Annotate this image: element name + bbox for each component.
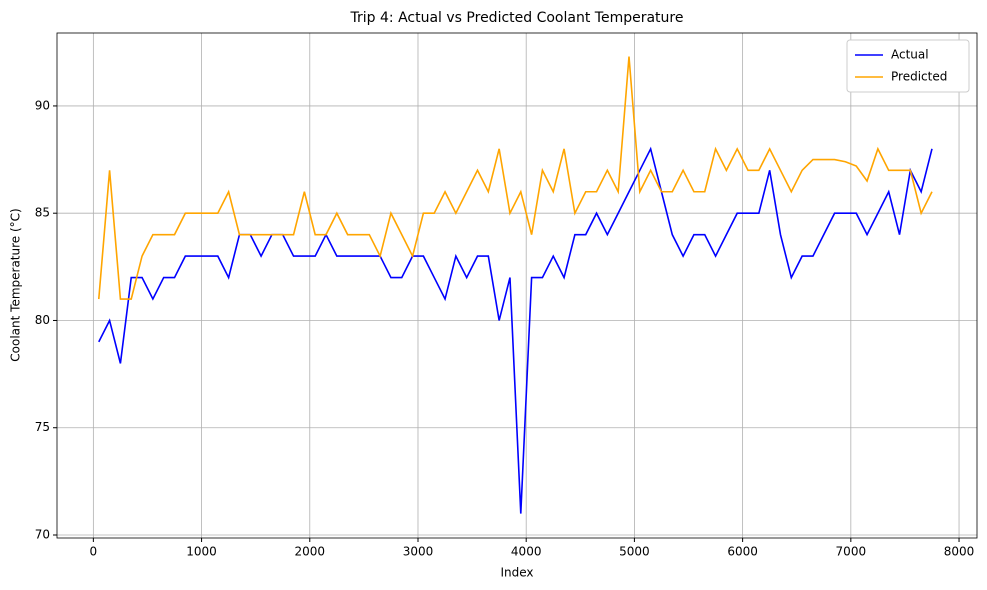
x-tick-label: 1000 [186, 545, 217, 559]
x-tick-label: 4000 [511, 545, 542, 559]
legend-label: Actual [891, 48, 929, 62]
plot-frame [56, 32, 978, 539]
legend-label: Predicted [891, 70, 947, 84]
x-tick-label: 2000 [295, 545, 326, 559]
chart-title: Trip 4: Actual vs Predicted Coolant Temp… [350, 10, 684, 26]
y-tick-label: 85 [35, 206, 50, 220]
legend-box [846, 39, 970, 93]
x-tick-label: 8000 [944, 545, 975, 559]
y-tick-label: 90 [35, 98, 50, 112]
y-tick-label: 70 [35, 527, 50, 541]
x-tick-label: 0 [90, 545, 98, 559]
y-tick-label: 75 [35, 420, 50, 434]
data-line [97, 56, 933, 300]
x-axis-label: Index [500, 566, 533, 580]
data-line [98, 146, 933, 514]
y-axis-label: Coolant Temperature (°C) [9, 208, 23, 361]
x-tick-label: 7000 [836, 545, 867, 559]
x-tick-label: 5000 [619, 545, 650, 559]
x-tick-label: 6000 [727, 545, 758, 559]
y-tick-label: 80 [35, 313, 50, 327]
x-tick-label: 3000 [403, 545, 434, 559]
